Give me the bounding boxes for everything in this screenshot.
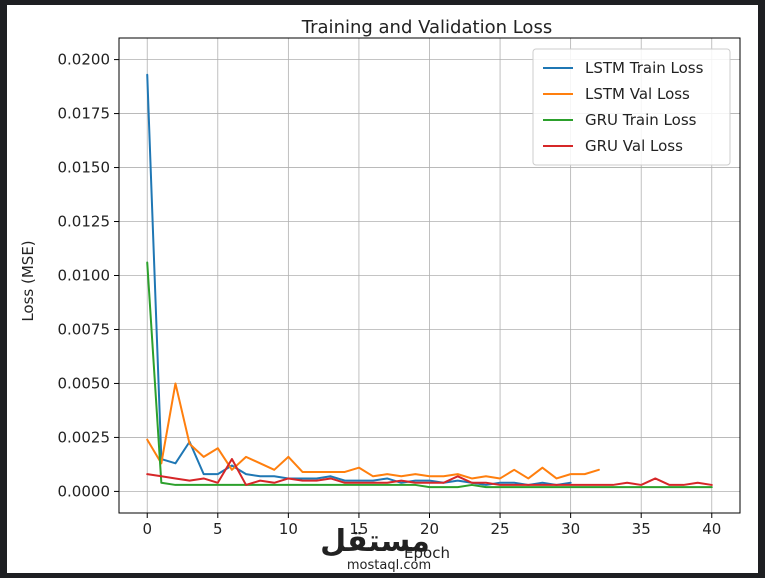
y-tick-label: 0.0000 [58,482,111,500]
y-tick-label: 0.0050 [58,374,111,392]
grid-lines [119,38,740,513]
chart-title: Training and Validation Loss [301,17,552,38]
legend-label: LSTM Val Loss [585,85,690,103]
x-tick-label: 25 [491,520,510,538]
x-axis-label: Epoch [404,544,450,562]
series-line-2 [146,261,713,489]
y-tick-label: 0.0025 [58,428,111,446]
series-line-1 [146,382,600,480]
watermark-arabic: مستقل [320,524,430,559]
x-tick-label: 10 [279,520,298,538]
y-tick-label: 0.0175 [58,105,111,123]
legend: LSTM Train Loss LSTM Val Loss GRU Train Lo… [532,48,731,166]
x-tick-label: 30 [561,520,580,538]
axis-ticks: 0 5 10 15 20 25 30 35 40 0.0000 0.0025 0.0050 0.0075… [58,51,722,538]
series-line-3 [146,458,713,486]
x-tick-label: 0 [142,520,152,538]
y-tick-label: 0.0150 [58,159,111,177]
figure-frame: 0 5 10 15 20 25 30 35 40 0.0000 0.0025 0.0050 0.0075… [7,5,758,573]
loss-line-chart: 0 5 10 15 20 25 30 35 40 0.0000 0.0025 0.0050 0.0075… [19,17,741,573]
x-tick-label: 40 [702,520,721,538]
x-tick-label: 15 [349,520,368,538]
series-lines [146,73,713,489]
legend-label: LSTM Train Loss [585,59,704,77]
y-axis-label: Loss (MSE) [19,240,37,321]
legend-label: GRU Train Loss [585,111,697,129]
series-line-0 [146,73,572,486]
x-tick-label: 5 [213,520,223,538]
y-tick-label: 0.0200 [58,51,111,69]
watermark-logo: مستقل mostaql.com [320,524,431,573]
y-tick-label: 0.0075 [58,320,111,338]
y-tick-label: 0.0125 [58,213,111,231]
y-tick-label: 0.0100 [58,267,111,285]
x-tick-label: 20 [420,520,439,538]
legend-label: GRU Val Loss [585,137,683,155]
legend-box [532,48,731,166]
watermark-latin: mostaql.com [347,558,431,573]
x-tick-label: 35 [632,520,651,538]
